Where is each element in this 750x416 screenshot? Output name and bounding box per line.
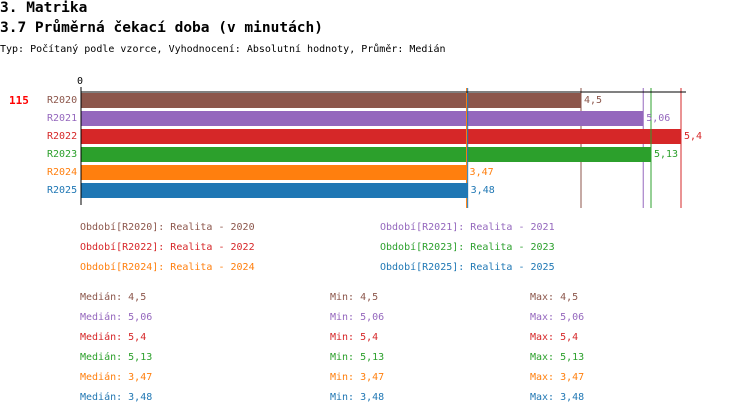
count-label: 115 (9, 94, 29, 107)
legend-entry: Období[R2020]: Realita - 2020 (80, 222, 255, 233)
stat-max: Max: 4,5 (530, 292, 579, 303)
stat-min: Min: 5,13 (330, 352, 385, 363)
stat-median: Medián: 4,5 (80, 292, 147, 303)
data-label: 5,4 (684, 131, 703, 142)
chart-subtitle: Typ: Počítaný podle vzorce, Vyhodnocení:… (0, 44, 446, 55)
bar-R2023 (81, 147, 651, 162)
stat-median: Medián: 3,47 (80, 372, 153, 383)
bar-R2020 (81, 93, 581, 108)
stat-median: Medián: 3,48 (80, 392, 153, 403)
stat-min: Min: 4,5 (330, 292, 379, 303)
category-label: R2025 (47, 185, 78, 196)
data-label: 4,5 (584, 95, 603, 106)
bar-R2025 (81, 183, 468, 198)
stat-max: Max: 5,06 (530, 312, 585, 323)
category-label: R2023 (47, 149, 78, 160)
stat-min: Min: 5,06 (330, 312, 385, 323)
stat-min: Min: 3,47 (330, 372, 385, 383)
bar-R2024 (81, 165, 467, 180)
bar-R2021 (81, 111, 644, 126)
data-label: 3,48 (470, 185, 495, 196)
legend-entry: Období[R2025]: Realita - 2025 (380, 262, 555, 273)
category-label: R2022 (47, 131, 78, 142)
stat-max: Max: 5,13 (530, 352, 585, 363)
data-label: 3,47 (469, 167, 494, 178)
stat-min: Min: 5,4 (330, 332, 379, 343)
stat-max: Max: 3,47 (530, 372, 585, 383)
stat-max: Max: 3,48 (530, 392, 585, 403)
stat-median: Medián: 5,13 (80, 352, 153, 363)
axis-tick-label: 0 (77, 76, 84, 87)
data-label: 5,13 (654, 149, 679, 160)
stat-median: Medián: 5,06 (80, 312, 153, 323)
chart-title: 3.7 Průměrná čekací doba (v minutách) (0, 20, 324, 36)
legend-entry: Období[R2021]: Realita - 2021 (380, 222, 555, 233)
stat-median: Medián: 5,4 (80, 332, 147, 343)
stat-min: Min: 3,48 (330, 392, 385, 403)
bar-R2022 (81, 129, 681, 144)
category-label: R2020 (47, 95, 78, 106)
stat-max: Max: 5,4 (530, 332, 579, 343)
category-label: R2021 (47, 113, 78, 124)
category-label: R2024 (47, 167, 78, 178)
data-label: 5,06 (646, 113, 671, 124)
legend-entry: Období[R2024]: Realita - 2024 (80, 262, 255, 273)
section-heading: 3. Matrika (0, 0, 88, 16)
legend-entry: Období[R2022]: Realita - 2022 (80, 242, 255, 253)
legend-entry: Období[R2023]: Realita - 2023 (380, 242, 555, 253)
